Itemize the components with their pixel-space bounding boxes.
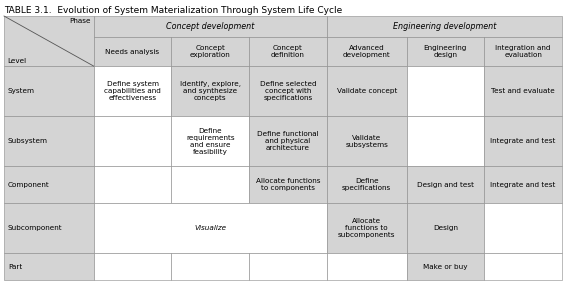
- Text: Validate
subsystems: Validate subsystems: [345, 135, 388, 148]
- Text: Visualize: Visualize: [194, 225, 226, 231]
- Text: Define
specifications: Define specifications: [342, 178, 391, 191]
- Bar: [94, 37, 171, 66]
- Bar: [484, 253, 562, 280]
- Bar: [171, 253, 249, 280]
- Text: Subcomponent: Subcomponent: [8, 225, 63, 231]
- Text: Subsystem: Subsystem: [8, 138, 48, 144]
- Bar: [406, 66, 484, 116]
- Text: Define functional
and physical
architecture: Define functional and physical architect…: [257, 131, 319, 151]
- Bar: [406, 116, 484, 166]
- Bar: [171, 66, 249, 116]
- Bar: [4, 16, 94, 66]
- Text: Integration and
evaluation: Integration and evaluation: [495, 45, 551, 58]
- Bar: [327, 37, 406, 66]
- Text: Design and test: Design and test: [417, 181, 474, 188]
- Bar: [327, 253, 406, 280]
- Text: Integrate and test: Integrate and test: [491, 181, 556, 188]
- Text: Integrate and test: Integrate and test: [491, 138, 556, 144]
- Bar: [484, 116, 562, 166]
- Text: Phase: Phase: [69, 18, 91, 24]
- Text: Component: Component: [8, 181, 50, 188]
- Text: Test and evaluate: Test and evaluate: [491, 88, 555, 94]
- Bar: [171, 116, 249, 166]
- Bar: [249, 253, 327, 280]
- Bar: [171, 166, 249, 203]
- Bar: [94, 66, 171, 116]
- Text: Concept
exploration: Concept exploration: [190, 45, 230, 58]
- Bar: [406, 253, 484, 280]
- Text: Part: Part: [8, 264, 22, 270]
- Text: Engineering development: Engineering development: [393, 22, 496, 31]
- Bar: [94, 16, 327, 37]
- Text: TABLE 3.1.  Evolution of System Materialization Through System Life Cycle: TABLE 3.1. Evolution of System Materiali…: [4, 6, 342, 15]
- Bar: [94, 203, 327, 253]
- Bar: [94, 253, 171, 280]
- Bar: [327, 203, 406, 253]
- Bar: [94, 166, 171, 203]
- Text: Make or buy: Make or buy: [423, 264, 468, 270]
- Text: Define system
capabilities and
effectiveness: Define system capabilities and effective…: [104, 81, 161, 101]
- Bar: [249, 166, 327, 203]
- Text: Concept development: Concept development: [166, 22, 255, 31]
- Text: Validate concept: Validate concept: [337, 88, 397, 94]
- Bar: [4, 203, 94, 253]
- Bar: [4, 166, 94, 203]
- Text: Define selected
concept with
specifications: Define selected concept with specificati…: [260, 81, 316, 101]
- Text: System: System: [8, 88, 35, 94]
- Text: Identify, explore,
and synthesize
concepts: Identify, explore, and synthesize concep…: [180, 81, 241, 101]
- Bar: [249, 116, 327, 166]
- Bar: [4, 116, 94, 166]
- Bar: [406, 203, 484, 253]
- Bar: [94, 116, 171, 166]
- Bar: [327, 66, 406, 116]
- Text: Engineering
design: Engineering design: [424, 45, 467, 58]
- Bar: [4, 253, 94, 280]
- Text: Design: Design: [433, 225, 458, 231]
- Bar: [171, 37, 249, 66]
- Bar: [327, 16, 562, 37]
- Bar: [484, 66, 562, 116]
- Bar: [406, 37, 484, 66]
- Text: Allocate functions
to components: Allocate functions to components: [256, 178, 320, 191]
- Bar: [4, 66, 94, 116]
- Text: Needs analysis: Needs analysis: [105, 49, 160, 55]
- Bar: [406, 166, 484, 203]
- Text: Advanced
development: Advanced development: [343, 45, 391, 58]
- Text: Allocate
functions to
subcomponents: Allocate functions to subcomponents: [338, 218, 396, 238]
- Text: Define
requirements
and ensure
feasibility: Define requirements and ensure feasibili…: [186, 128, 234, 155]
- Text: Level: Level: [7, 58, 26, 64]
- Bar: [249, 37, 327, 66]
- Text: Concept
definition: Concept definition: [271, 45, 305, 58]
- Bar: [484, 37, 562, 66]
- Bar: [249, 66, 327, 116]
- Bar: [327, 166, 406, 203]
- Bar: [484, 203, 562, 253]
- Bar: [327, 116, 406, 166]
- Bar: [484, 166, 562, 203]
